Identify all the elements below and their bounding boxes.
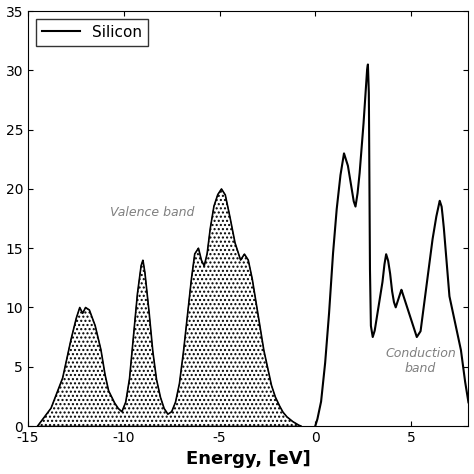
Text: Valence band: Valence band: [110, 206, 195, 219]
Text: Conduction
band: Conduction band: [385, 347, 456, 375]
Legend: Silicon: Silicon: [36, 18, 148, 46]
X-axis label: Energy, [eV]: Energy, [eV]: [186, 450, 310, 468]
